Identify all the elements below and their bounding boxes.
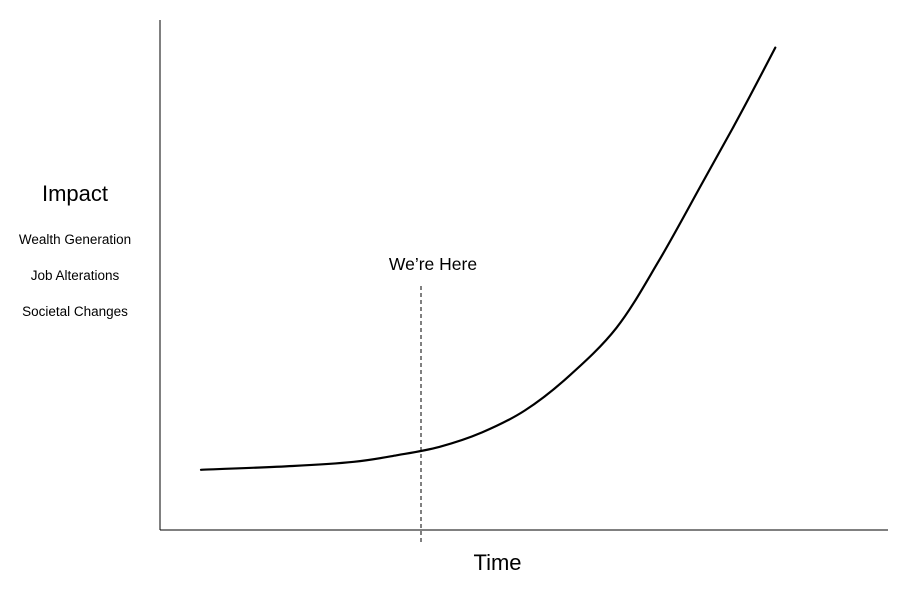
- y-axis-subtitle-job-alterations: Job Alterations: [30, 268, 120, 283]
- we-are-here-label: We’re Here: [388, 254, 478, 274]
- x-axis-title: Time: [473, 550, 522, 575]
- y-axis-title: Impact: [41, 181, 109, 206]
- series-line: [199, 46, 777, 471]
- y-axis-subtitle-societal-changes: Societal Changes: [22, 304, 128, 319]
- y-axis-subtitle-wealth-generation: Wealth Generation: [18, 232, 132, 247]
